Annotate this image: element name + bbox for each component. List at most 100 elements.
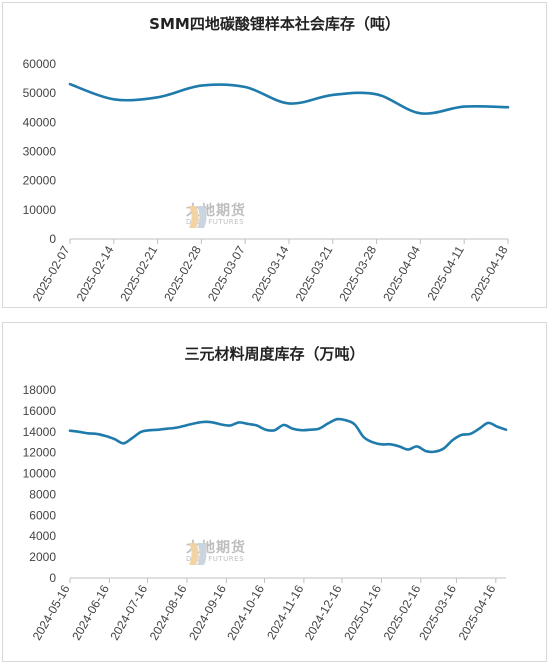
x-tick-label: 2024-10-16: [224, 582, 267, 642]
data-point: [200, 85, 202, 87]
y-tick-label: 10000: [23, 467, 57, 481]
data-point: [176, 427, 178, 429]
data-point: [507, 106, 509, 108]
y-tick-label: 60000: [23, 57, 57, 71]
data-point: [332, 94, 334, 96]
data-point: [398, 445, 400, 447]
data-point: [158, 429, 160, 431]
data-point: [487, 422, 489, 424]
data-point: [194, 422, 196, 424]
data-point: [274, 429, 276, 431]
data-point: [167, 428, 169, 430]
data-point: [425, 450, 427, 452]
data-point: [211, 421, 213, 423]
data-point: [452, 439, 454, 441]
data-point: [185, 425, 187, 427]
data-point: [309, 429, 311, 431]
chart-title: 三元材料周度库存（万吨）: [184, 345, 365, 363]
data-point: [354, 423, 356, 425]
data-point: [244, 86, 246, 88]
y-tick-label: 16000: [23, 404, 57, 418]
x-tick-label: 2024-07-16: [107, 582, 150, 642]
data-point: [283, 424, 285, 426]
x-tick-label: 2024-09-16: [186, 582, 229, 642]
y-tick-label: 4000: [29, 529, 56, 543]
series-line: [68, 82, 510, 115]
y-tick-label: 40000: [23, 115, 57, 129]
data-point: [434, 451, 436, 453]
data-point: [87, 432, 89, 434]
data-point: [105, 435, 107, 437]
data-point: [122, 442, 124, 444]
data-point: [220, 423, 222, 425]
y-tick-label: 0: [49, 232, 56, 246]
data-point: [478, 428, 480, 430]
x-tick-label: 2025-04-11: [424, 243, 467, 303]
x-tick-label: 2025-03-07: [205, 243, 248, 303]
x-tick-label: 2025-03-16: [416, 582, 459, 642]
chart-panel-social-inventory: SMM四地碳酸锂样本社会库存（吨） 0 10000 20000 30000 40000 5…: [2, 2, 547, 308]
watermark: 大地期货 DADI FUTURES: [186, 204, 246, 228]
y-tick-label: 0: [49, 571, 56, 585]
y-tick-label: 20000: [23, 174, 57, 188]
data-point: [69, 83, 71, 85]
y-tick-label: 30000: [23, 145, 57, 159]
data-point: [291, 428, 293, 430]
data-point: [419, 112, 421, 114]
x-tick-label: 2025-01-16: [341, 582, 384, 642]
data-point: [461, 434, 463, 436]
chart-panel-ternary-inventory: 三元材料周度库存（万吨） 0 2000 4000 6000 8000 10000 12000…: [2, 322, 547, 662]
data-point: [336, 418, 338, 420]
data-point: [131, 437, 133, 439]
x-tick-label: 2024-08-16: [147, 582, 190, 642]
data-point: [113, 438, 115, 440]
data-point: [229, 425, 231, 427]
data-point: [345, 419, 347, 421]
data-point: [78, 431, 80, 433]
data-point: [247, 423, 249, 425]
x-tick-label: 2025-02-07: [30, 243, 73, 303]
data-point: [318, 428, 320, 430]
data-point: [505, 429, 507, 431]
chart-title: SMM四地碳酸锂样本社会库存（吨）: [149, 15, 400, 33]
x-tick-label: 2025-04-18: [468, 243, 511, 303]
y-tick-label: 10000: [23, 203, 57, 217]
data-point: [265, 429, 267, 431]
watermark-english: DADI FUTURES: [186, 218, 245, 226]
data-point: [300, 429, 302, 431]
x-tick-label: 2025-04-16: [456, 582, 499, 642]
y-tick-label: 8000: [29, 487, 56, 501]
data-point: [140, 431, 142, 433]
data-point: [256, 425, 258, 427]
data-point: [469, 433, 471, 435]
data-point: [327, 422, 329, 424]
data-point: [407, 449, 409, 451]
x-tick-label: 2025-03-28: [336, 243, 379, 303]
y-tick-label: 2000: [29, 550, 56, 564]
y-tick-label: 18000: [23, 383, 57, 397]
x-tick-label: 2025-04-04: [380, 243, 423, 303]
x-tick-label: 2025-03-21: [293, 243, 336, 303]
y-tick-label: 12000: [23, 446, 57, 460]
watermark: 大地期货 DADI FUTURES: [186, 541, 246, 565]
data-point: [157, 96, 159, 98]
x-tick-label: 2024-06-16: [69, 582, 112, 642]
data-point: [202, 421, 204, 423]
data-point: [380, 443, 382, 445]
x-tick-label: 2025-02-14: [74, 243, 117, 303]
y-tick-label: 14000: [23, 425, 57, 439]
data-point: [149, 429, 151, 431]
x-tick-label: 2024-05-16: [30, 582, 73, 642]
data-point: [113, 98, 115, 100]
watermark-english: DADI FUTURES: [186, 555, 245, 563]
x-tick-label: 2025-02-28: [161, 243, 204, 303]
y-tick-label: 50000: [23, 86, 57, 100]
data-point: [463, 106, 465, 108]
x-tick-label: 2024-11-16: [264, 582, 307, 642]
data-point: [443, 447, 445, 449]
data-point: [96, 433, 98, 435]
series-line: [68, 417, 508, 454]
data-point: [372, 441, 374, 443]
data-point: [69, 430, 71, 432]
line-chart-social-inventory: 0 10000 20000 30000 40000 50000 60000 2025-02-0…: [23, 57, 511, 304]
